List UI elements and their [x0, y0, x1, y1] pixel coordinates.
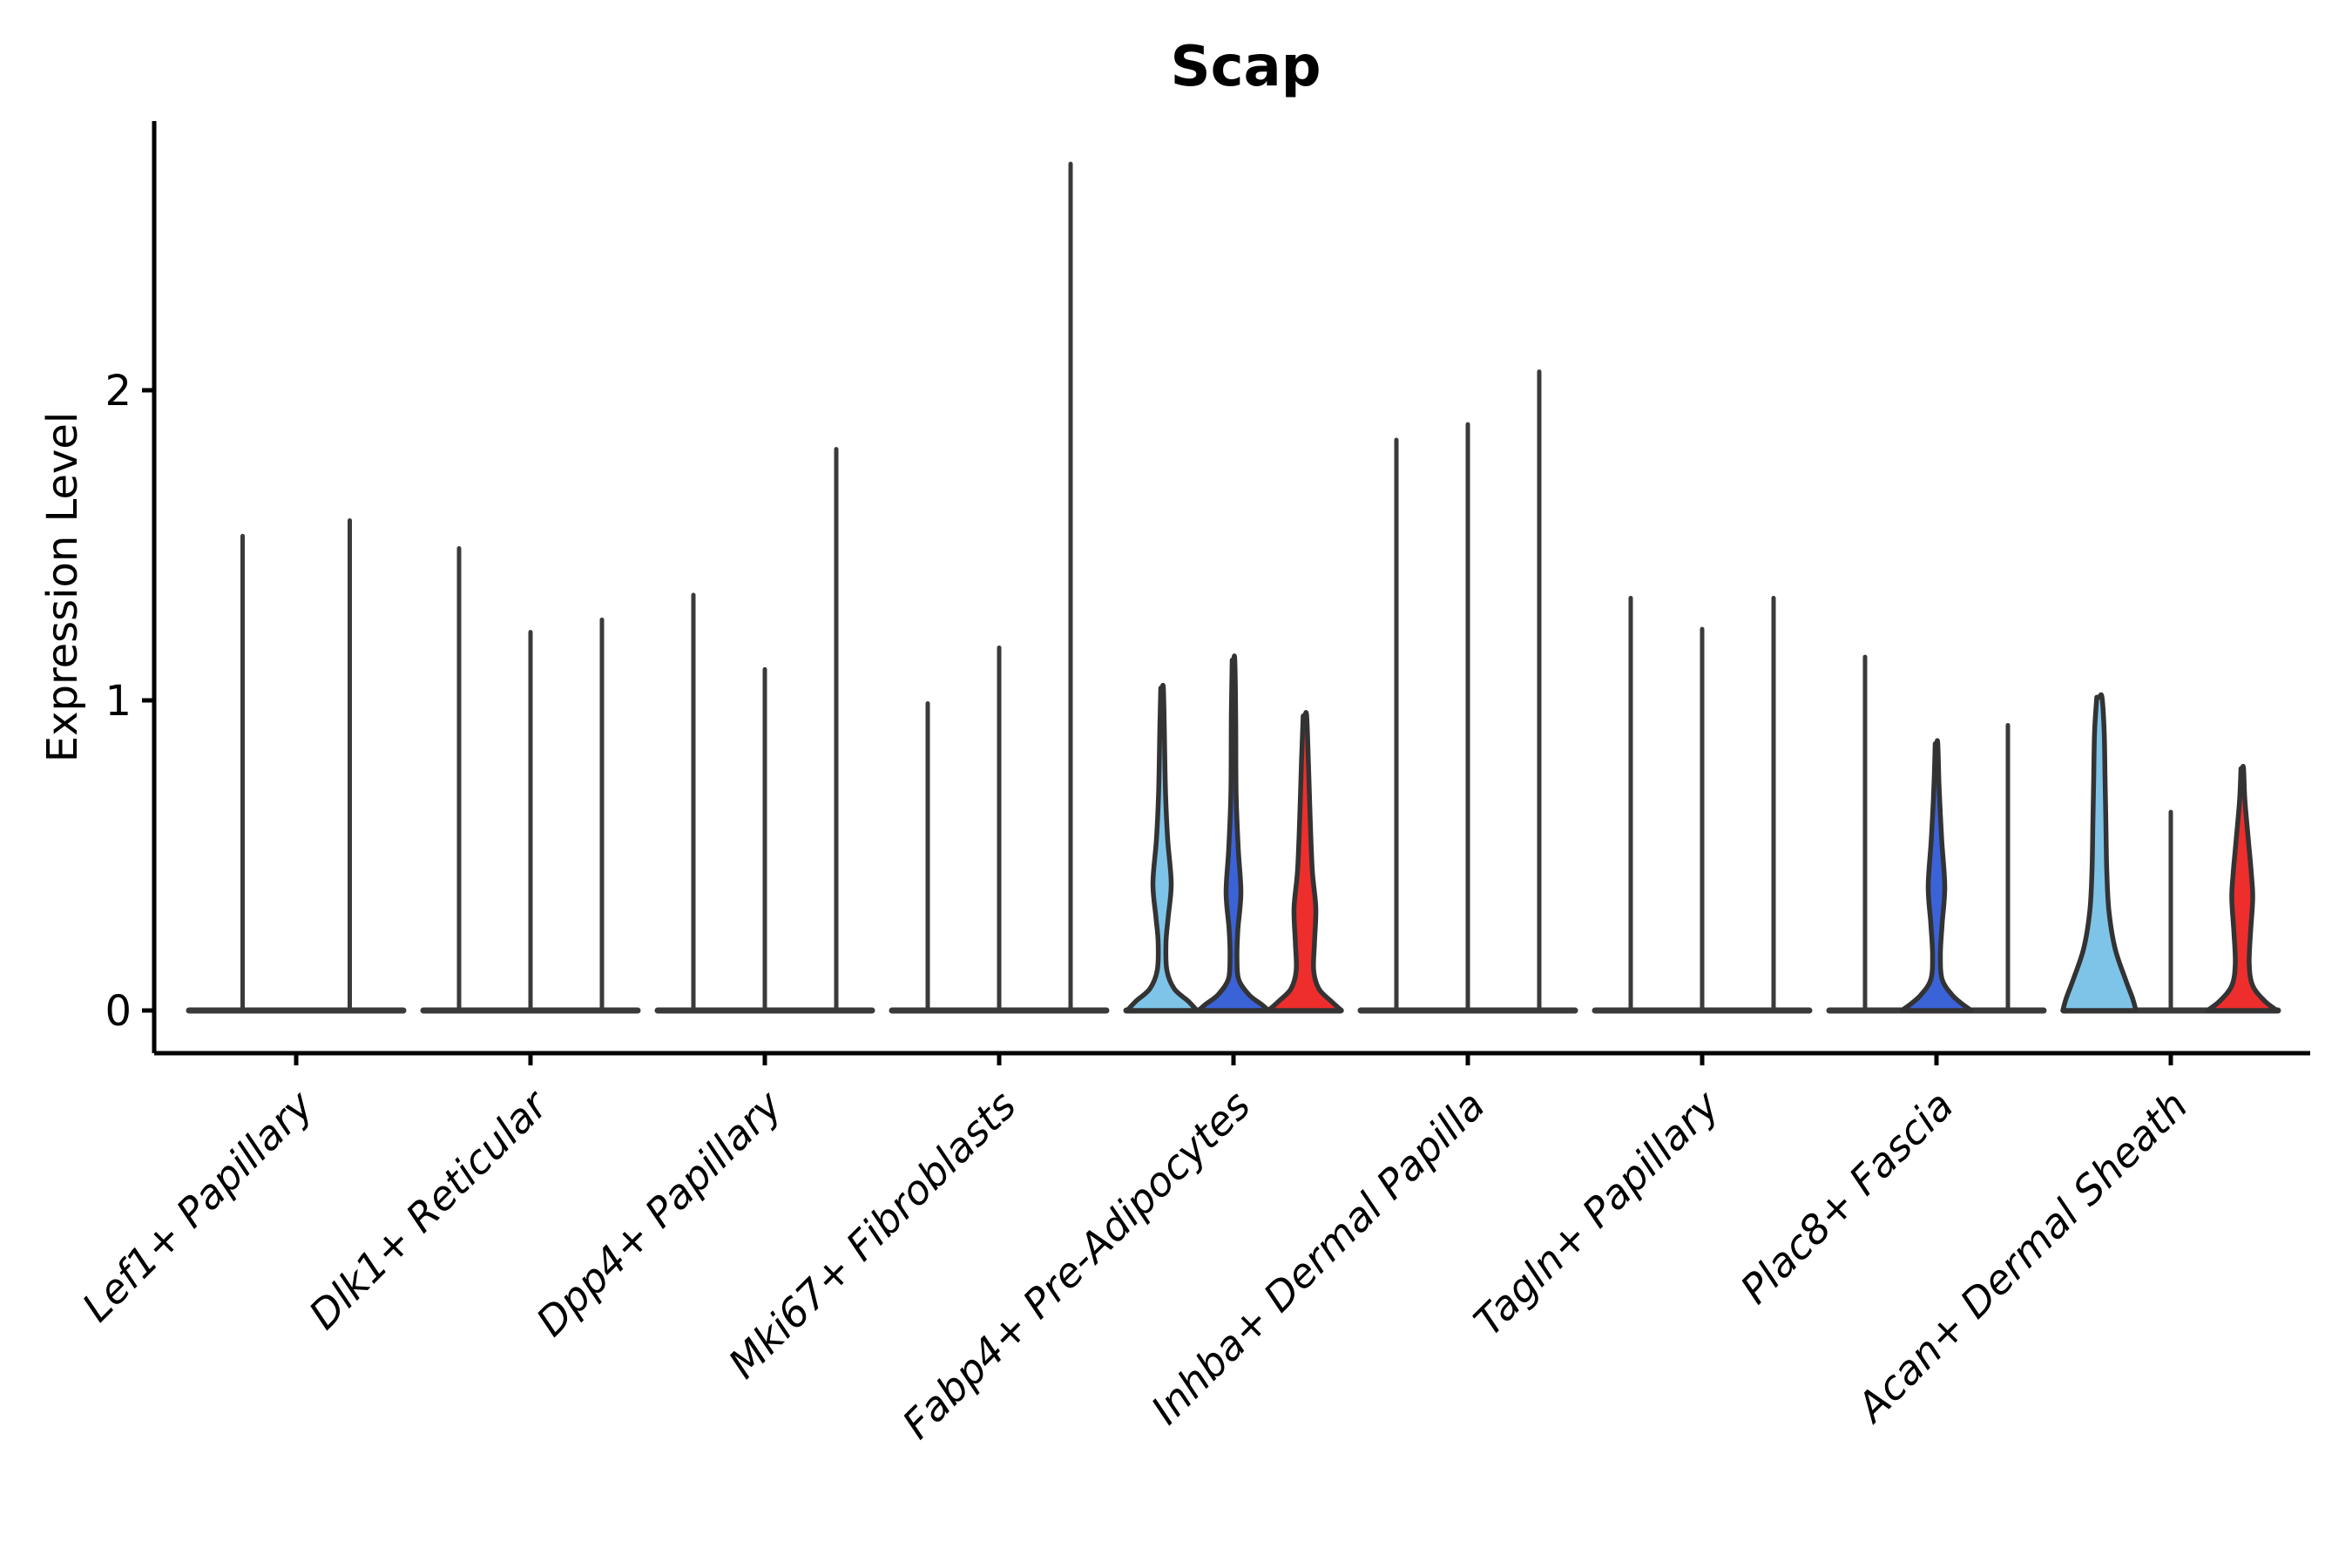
- expression-point: [1862, 797, 1868, 802]
- expression-point: [1862, 819, 1868, 824]
- violin-body: [2205, 763, 2280, 1013]
- y-axis-label: Expression Level: [38, 411, 87, 763]
- expression-point: [1862, 884, 1868, 889]
- y-tick-label: 0: [105, 987, 132, 1036]
- expression-point: [2168, 881, 2173, 886]
- y-tick-label: 1: [105, 677, 132, 726]
- violin-body: [1266, 710, 1344, 1013]
- violin-body: [1899, 738, 1974, 1013]
- x-tick-label: Lef1+ Papillary: [73, 1081, 322, 1330]
- x-tick-label: Plac8+ Fascia: [1731, 1082, 1962, 1313]
- expression-point: [1862, 841, 1868, 846]
- x-tick-label: Tagln+ Papillary: [1464, 1081, 1728, 1345]
- expression-point: [2168, 912, 2173, 916]
- chart-title: Scap: [1170, 35, 1321, 99]
- expression-point: [1862, 862, 1868, 867]
- x-tick-label: Dlk1+ Reticular: [300, 1079, 558, 1338]
- expression-point: [2168, 850, 2173, 855]
- expression-point: [1862, 924, 1868, 929]
- violin-body: [1196, 653, 1271, 1013]
- expression-point: [2168, 896, 2173, 902]
- expression-point: [2168, 865, 2173, 870]
- expression-point: [1862, 906, 1868, 910]
- expression-point: [2168, 924, 2173, 929]
- x-tick-label: Dpp4+ Papillary: [527, 1081, 791, 1345]
- y-tick-label: 2: [105, 367, 132, 416]
- violin-body: [1125, 682, 1200, 1013]
- violin-body: [2060, 692, 2139, 1013]
